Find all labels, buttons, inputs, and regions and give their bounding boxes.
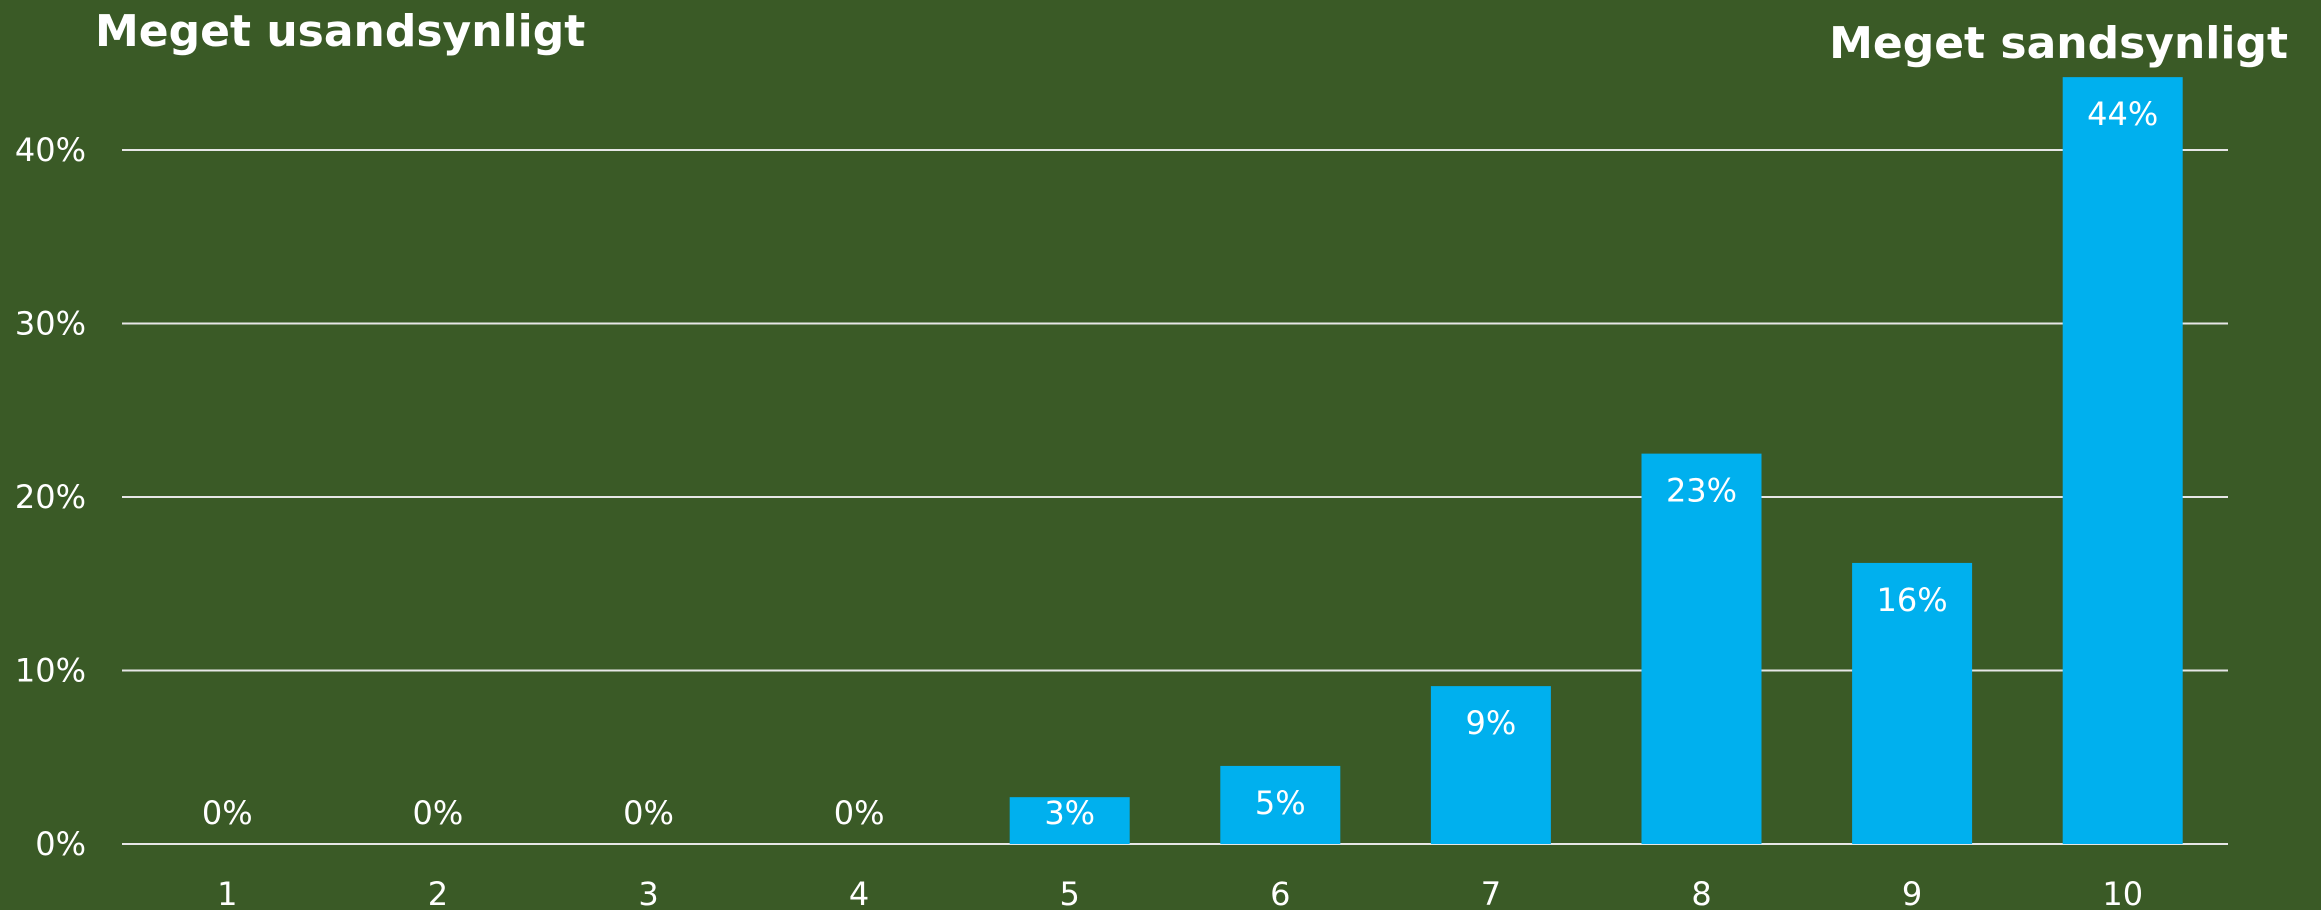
bar (1009, 797, 1130, 844)
x-tick-label: 1 (217, 875, 237, 910)
left-scale-label: Meget usandsynligt (95, 6, 586, 57)
data-label: 23% (1666, 472, 1737, 510)
y-tick-label: 0% (35, 825, 86, 863)
x-tick-label: 3 (638, 875, 658, 910)
data-label: 44% (2087, 95, 2158, 133)
bar (1641, 453, 1762, 844)
data-label: 0% (202, 794, 253, 832)
data-label: 0% (413, 794, 464, 832)
bar (2062, 77, 2183, 844)
x-tick-label: 6 (1270, 875, 1290, 910)
y-tick-label: 40% (15, 131, 86, 169)
y-tick-label: 30% (15, 305, 86, 343)
x-tick-label: 4 (849, 875, 869, 910)
x-tick-label: 8 (1691, 875, 1711, 910)
x-tick-label: 5 (1060, 875, 1080, 910)
x-tick-label: 7 (1481, 875, 1501, 910)
data-label: 0% (834, 794, 885, 832)
y-tick-label: 20% (15, 478, 86, 516)
bar (1220, 765, 1341, 844)
y-tick-label: 10% (15, 652, 86, 690)
data-label: 0% (623, 794, 674, 832)
data-label: 3% (1044, 794, 1095, 832)
data-label: 9% (1466, 704, 1517, 742)
data-label: 5% (1255, 784, 1306, 822)
bar (1852, 562, 1973, 844)
x-tick-label: 10 (2102, 875, 2143, 910)
x-tick-label: 9 (1902, 875, 1922, 910)
bar (1430, 686, 1551, 844)
right-scale-label: Meget sandsynligt (1829, 18, 2288, 69)
data-label: 16% (1877, 581, 1948, 619)
x-tick-label: 2 (428, 875, 448, 910)
